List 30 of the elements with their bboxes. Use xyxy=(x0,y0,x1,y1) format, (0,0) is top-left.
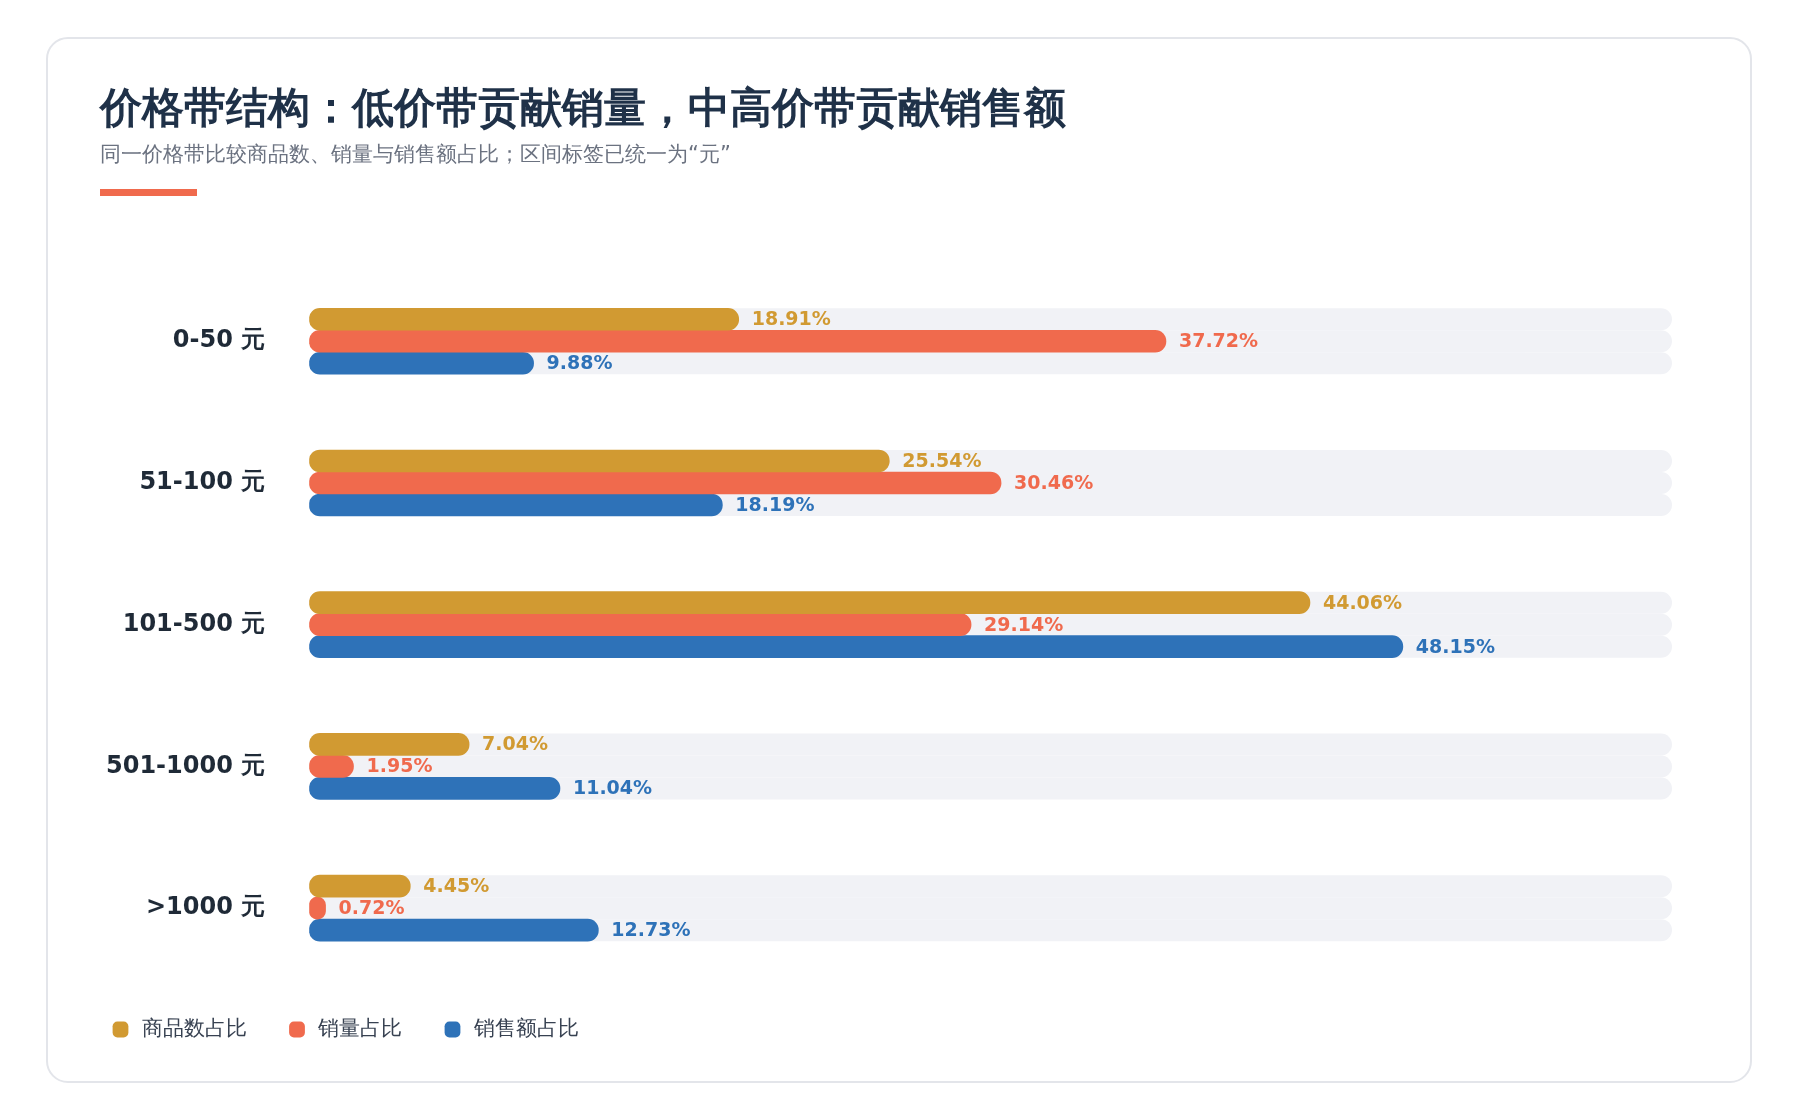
data-label: 12.73% xyxy=(611,918,691,941)
bar xyxy=(309,874,411,898)
data-label: 29.14% xyxy=(984,612,1064,635)
chart-title: 价格带结构：低价带贡献销量，中高价带贡献销售额 xyxy=(100,82,1066,134)
data-label: 0.72% xyxy=(338,896,405,919)
y-tick-label: 51-100 元 xyxy=(139,467,266,496)
legend-label: 销售额占比 xyxy=(472,1015,579,1040)
bar xyxy=(309,733,470,756)
data-label: 37.72% xyxy=(1178,329,1259,352)
data-label: 44.06% xyxy=(1322,590,1403,613)
data-label: 25.54% xyxy=(902,448,982,471)
y-tick-label: 0-50 元 xyxy=(172,325,266,354)
y-tick-label: 101-500 元 xyxy=(122,608,266,637)
data-label: 7.04% xyxy=(482,732,549,755)
bar xyxy=(309,918,599,942)
data-label: 1.95% xyxy=(366,754,433,777)
legend-label: 商品数占比 xyxy=(141,1015,247,1040)
y-tick-label: 501-1000 元 xyxy=(105,750,266,779)
data-label: 18.19% xyxy=(735,492,815,515)
y-tick-label: >1000 元 xyxy=(145,892,266,921)
data-label: 11.04% xyxy=(572,776,653,799)
data-label: 18.91% xyxy=(751,307,831,330)
data-label: 9.88% xyxy=(546,351,613,374)
data-label: 48.15% xyxy=(1415,634,1495,657)
data-label: 4.45% xyxy=(423,874,490,897)
bar xyxy=(309,351,534,375)
chart-subtitle: 同一价格带比较商品数、销量与销售额占比；区间标签已统一为“元” xyxy=(100,141,731,168)
bar xyxy=(309,777,561,800)
data-label: 30.46% xyxy=(1014,470,1094,493)
legend-label: 销量占比 xyxy=(317,1015,402,1040)
